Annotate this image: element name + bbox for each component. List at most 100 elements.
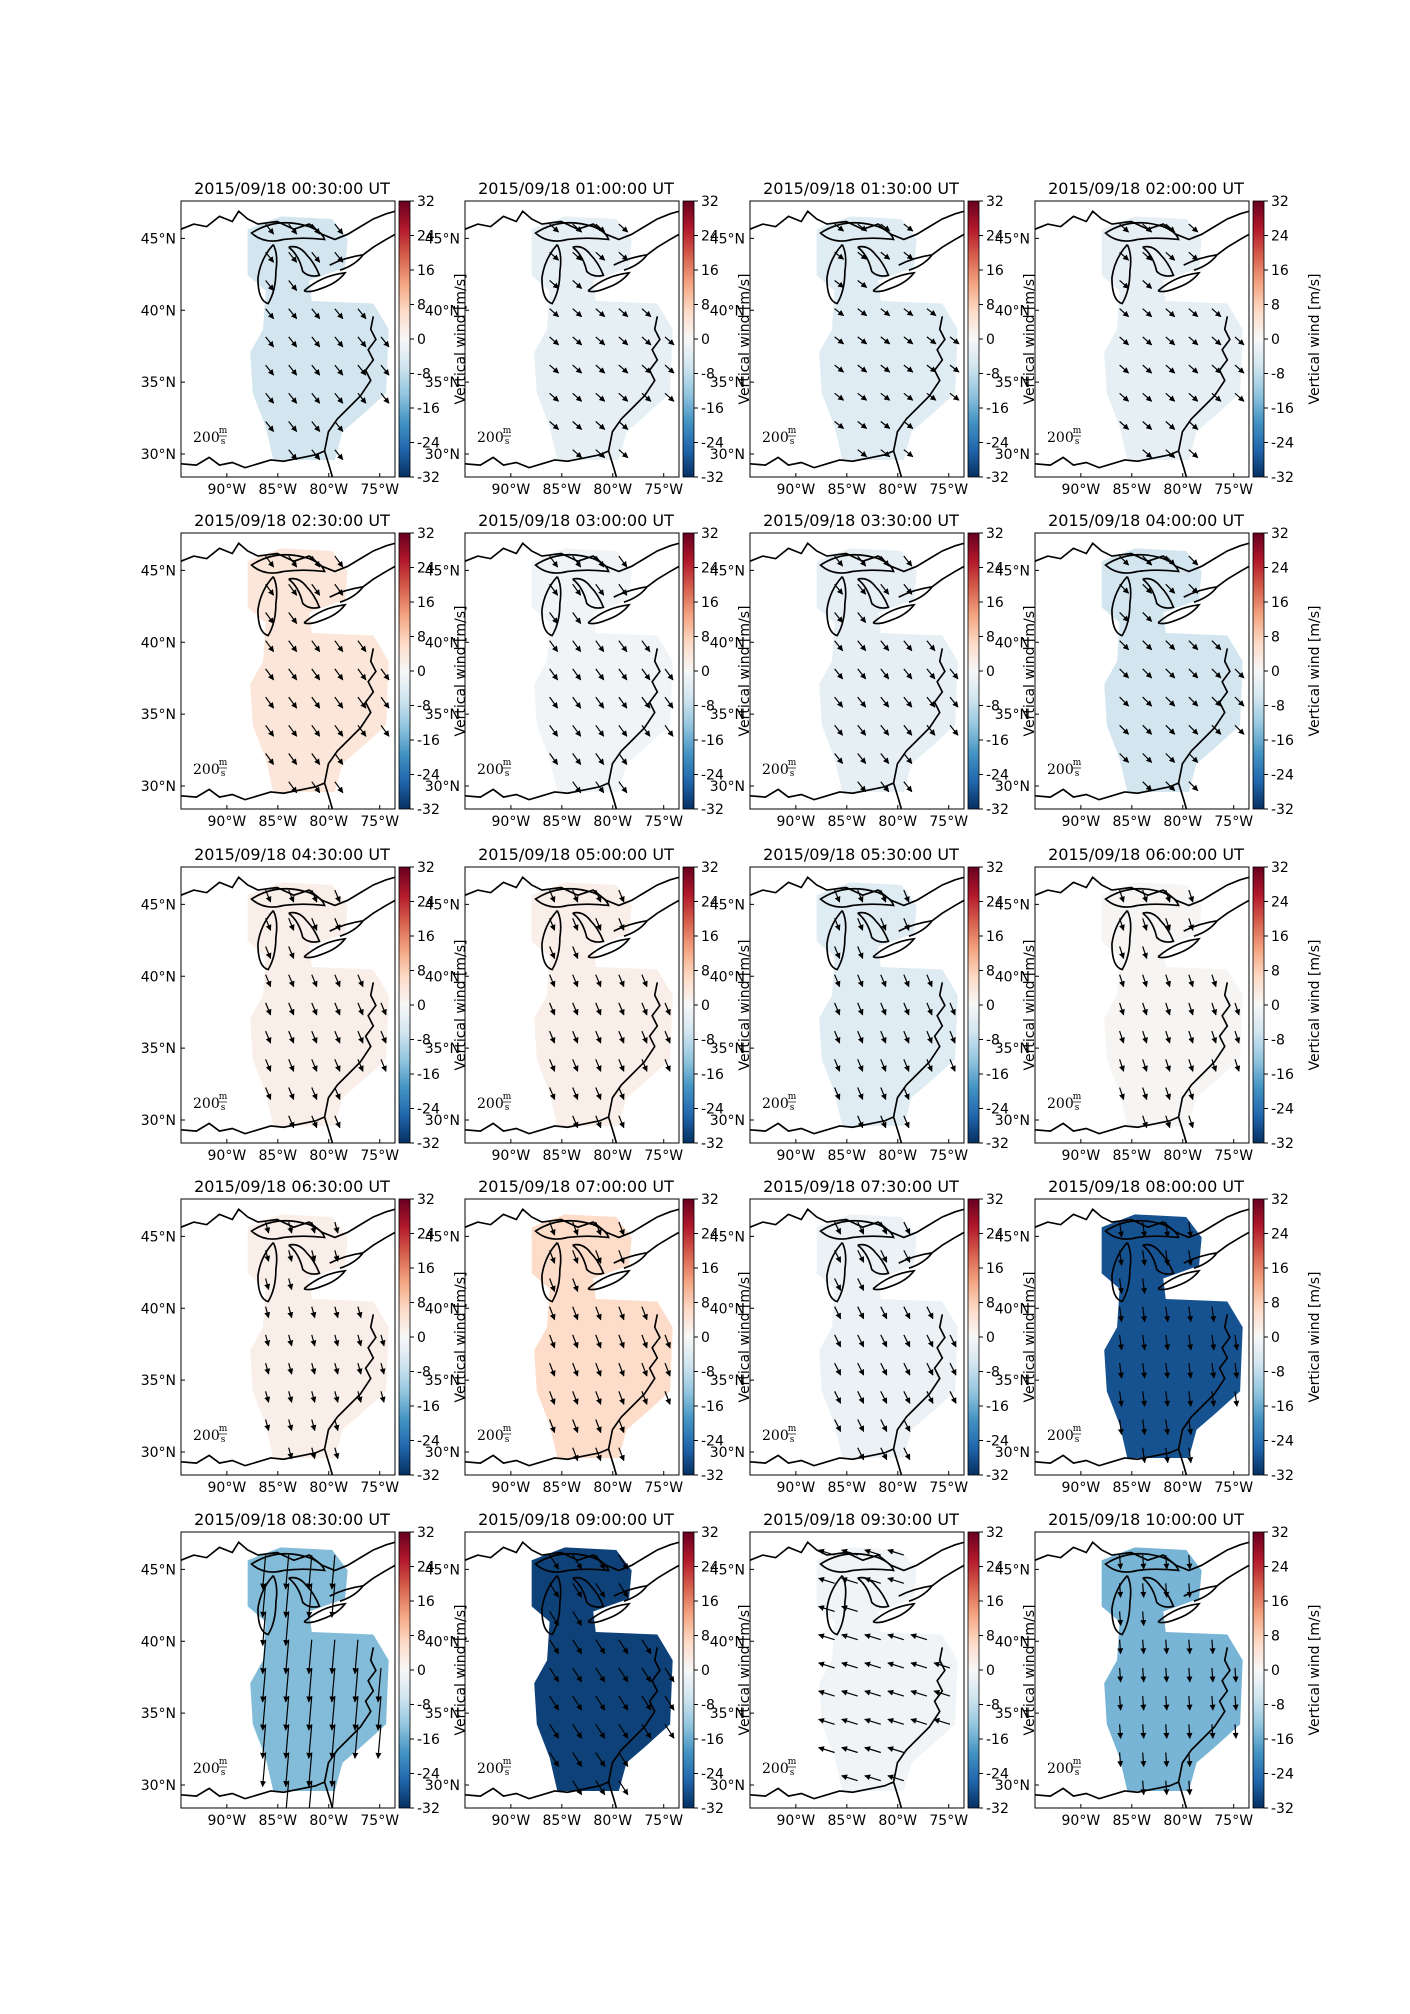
wind-arrow (834, 1362, 842, 1376)
y-tick-label: 35°N (995, 1706, 1030, 1722)
wind-arrow (380, 1002, 387, 1016)
wind-arrow (311, 1002, 318, 1016)
colorbar-tick-label: -32 (417, 1136, 440, 1152)
wind-arrow (265, 583, 275, 596)
wind-arrow (288, 1087, 295, 1101)
wind-arrow (572, 1667, 583, 1683)
wind-arrow (834, 1221, 842, 1235)
wind-arrow (288, 555, 298, 568)
wind-arrow (1210, 1334, 1217, 1351)
wind-arrow (1140, 1752, 1147, 1768)
wind-arrow (1165, 781, 1176, 792)
y-tick-label: 45°N (995, 1229, 1030, 1245)
wind-arrow (949, 696, 959, 708)
wind-arrow (572, 1362, 579, 1377)
wind-arrow (288, 308, 298, 320)
colorbar-tick-label: 24 (417, 229, 435, 245)
wind-arrow (1119, 668, 1130, 679)
y-tick-label: 45°N (710, 231, 745, 247)
wind-arrow (880, 251, 891, 260)
wind-arrow (1188, 555, 1199, 566)
wind-arrow (1188, 753, 1199, 763)
x-tick-label: 80°W (309, 1813, 348, 1829)
wind-arrow (618, 421, 629, 430)
wind-arrow (834, 724, 844, 736)
y-tick-label: 30°N (710, 1113, 745, 1129)
wind-arrow (903, 974, 910, 988)
wind-arrow (572, 1391, 579, 1405)
wind-arrow (841, 1689, 858, 1697)
wind-arrow (1188, 1059, 1194, 1072)
x-tick-label: 80°W (309, 814, 348, 830)
wind-arrow (311, 364, 321, 376)
wind-arrow (618, 668, 628, 681)
x-tick-label: 80°W (878, 482, 917, 498)
wind-arrow (818, 1689, 835, 1697)
wind-arrow (1187, 1391, 1194, 1407)
wind-region (531, 1214, 673, 1458)
map (181, 876, 395, 1143)
reference-unit-num: m (503, 426, 512, 436)
x-tick-label: 75°W (360, 1813, 399, 1829)
wind-arrow (880, 421, 891, 429)
wind-arrow (311, 974, 318, 988)
colorbar-tick-label: -16 (701, 1732, 724, 1748)
wind-arrow (595, 696, 605, 709)
colorbar-label: Vertical wind [m/s] (1307, 1272, 1323, 1403)
x-tick-label: 80°W (1163, 482, 1202, 498)
x-tick-label: 90°W (1062, 814, 1101, 830)
wind-arrow (903, 1391, 911, 1404)
wind-arrow (1165, 724, 1176, 735)
wind-arrow (1119, 946, 1125, 960)
x-tick-label: 80°W (309, 1480, 348, 1496)
wind-arrow (641, 1667, 652, 1683)
wind-arrow (595, 1059, 602, 1072)
colorbar (1252, 1531, 1265, 1809)
reference-unit-num: m (503, 1757, 512, 1767)
wind-arrow (1117, 1278, 1124, 1295)
reference-unit-num: m (788, 426, 797, 436)
y-tick-label: 40°N (710, 303, 745, 319)
wind-arrow (641, 392, 652, 402)
wind-arrow (549, 974, 556, 988)
wind-arrow (818, 1548, 835, 1556)
wind-arrow (1234, 1002, 1241, 1016)
map-frame (464, 866, 680, 1144)
wind-arrow (311, 668, 321, 681)
wind-arrow (334, 1115, 341, 1129)
colorbar-tick-label: 24 (1271, 895, 1289, 911)
y-tick-label: 45°N (710, 897, 745, 913)
wind-arrow (618, 364, 629, 374)
x-tick-label: 75°W (644, 1480, 683, 1496)
wind-region (1101, 1214, 1243, 1458)
wind-arrow (549, 696, 559, 709)
wind-region (531, 1547, 673, 1791)
wind-region (247, 1214, 389, 1458)
wind-arrow (864, 1774, 881, 1782)
colorbar-tick-label: 0 (701, 332, 710, 348)
colorbar-tick-label: 16 (701, 263, 719, 279)
colorbar-tick-label: 32 (417, 194, 435, 210)
wind-arrow (880, 392, 891, 401)
wind-arrow (880, 1447, 888, 1461)
wind-arrow (1186, 1724, 1193, 1739)
wind-arrow (379, 1391, 386, 1403)
wind-arrow (834, 1391, 842, 1404)
colorbar-tick-label: -16 (417, 733, 440, 749)
wind-arrow (264, 1250, 271, 1262)
wind-arrow (549, 1362, 556, 1377)
wind-arrow (1188, 583, 1199, 594)
x-tick-label: 75°W (1214, 814, 1253, 830)
wind-arrow (857, 555, 867, 567)
colorbar-tick-label: -32 (1271, 802, 1294, 818)
wind-arrow (834, 392, 845, 401)
x-tick-label: 90°W (777, 1148, 816, 1164)
wind-arrow (1209, 1639, 1216, 1655)
wind-arrow (549, 251, 560, 261)
wind-arrow (880, 583, 890, 595)
wind-arrow (265, 889, 272, 903)
wind-arrow (595, 1115, 602, 1129)
wind-arrow (311, 1030, 318, 1044)
wind-arrow (334, 753, 344, 765)
